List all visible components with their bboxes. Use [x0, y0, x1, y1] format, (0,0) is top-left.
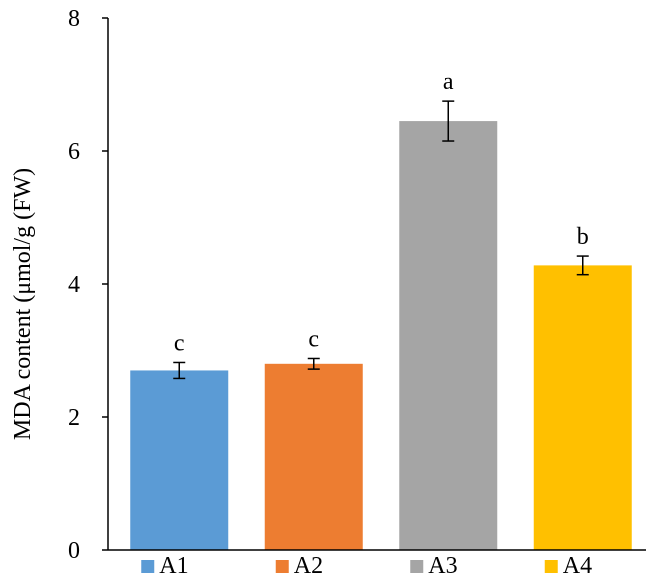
legend-label: A3 — [428, 553, 457, 579]
error-bar-a1 — [173, 361, 186, 380]
legend-item-a2: A2 — [275, 553, 323, 579]
significance-label-a4: b — [577, 224, 589, 250]
y-tick-label: 8 — [68, 6, 80, 32]
legend-swatch — [141, 560, 155, 573]
significance-label-a1: c — [174, 330, 185, 356]
legend-label: A2 — [294, 553, 323, 579]
error-bar-a4 — [576, 255, 589, 276]
significance-labels: c c a b — [174, 69, 589, 356]
legend-swatch — [275, 560, 289, 573]
y-tick-label: 6 — [68, 139, 80, 165]
bars — [130, 121, 632, 550]
legend-swatch — [544, 560, 558, 573]
significance-label-a3: a — [443, 69, 454, 95]
y-axis-ticks: 0 2 4 6 8 — [68, 6, 108, 564]
legend: A1 A2 A3 A4 — [141, 553, 592, 579]
bar-a1 — [130, 370, 229, 550]
error-bar-a3 — [442, 100, 455, 142]
bar-a2 — [264, 363, 363, 550]
y-tick-label: 0 — [68, 538, 80, 564]
legend-item-a4: A4 — [544, 553, 592, 579]
error-bar-a2 — [307, 357, 320, 370]
error-bars — [173, 100, 589, 380]
legend-item-a1: A1 — [141, 553, 189, 579]
legend-swatch — [410, 560, 424, 573]
legend-label: A1 — [159, 553, 188, 579]
bar-a3 — [399, 121, 498, 550]
significance-label-a2: c — [308, 326, 319, 352]
y-tick-label: 2 — [68, 405, 80, 431]
bar-a4 — [533, 265, 632, 550]
y-axis-title: MDA content (μmol/g (FW) — [10, 168, 36, 440]
legend-label: A4 — [563, 553, 592, 579]
legend-item-a3: A3 — [410, 553, 458, 579]
y-tick-label: 4 — [68, 272, 80, 298]
